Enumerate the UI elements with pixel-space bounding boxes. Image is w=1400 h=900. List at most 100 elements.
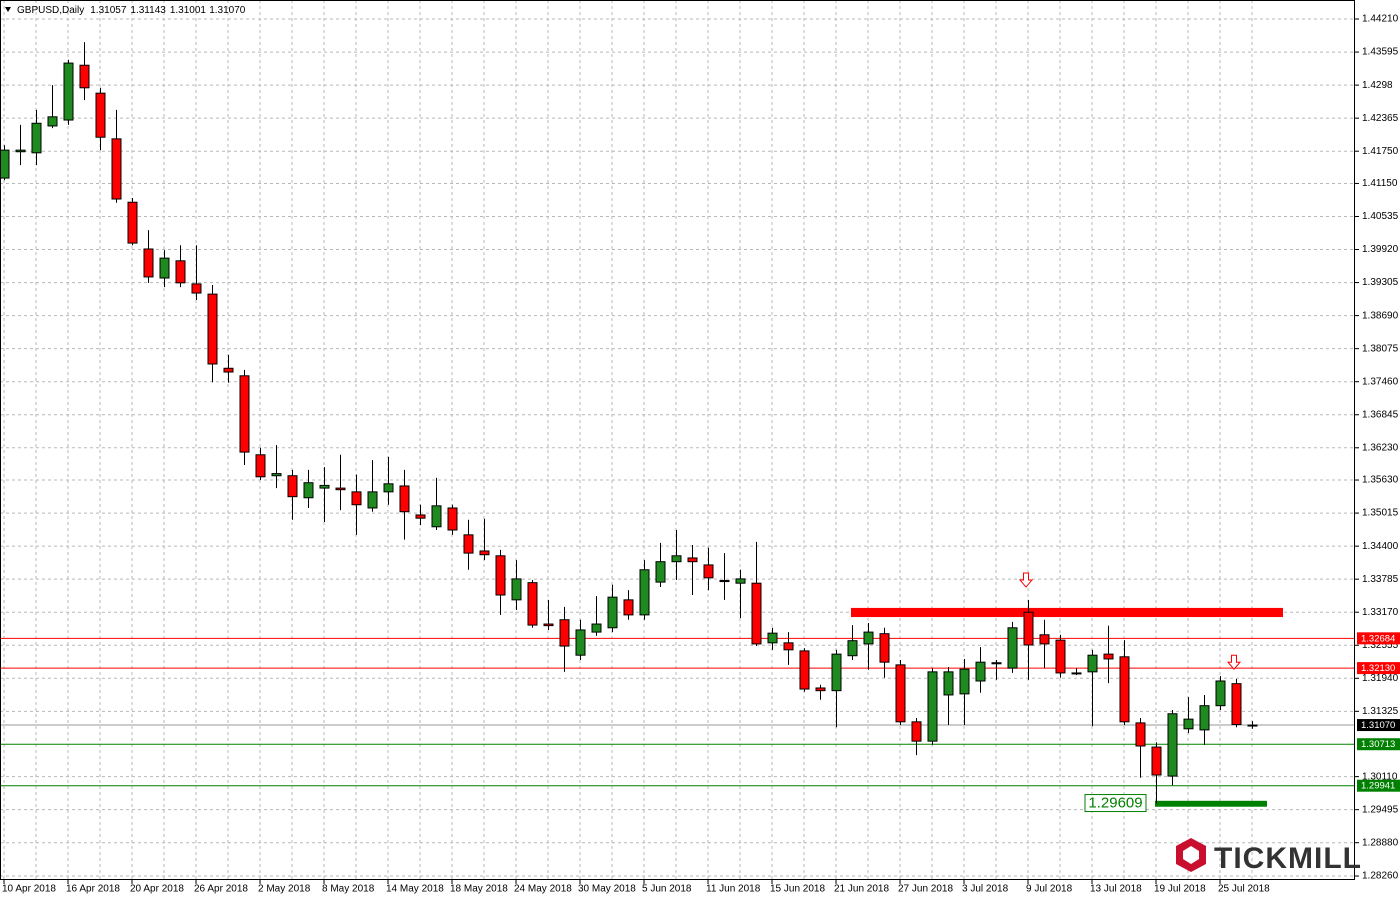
y-tick-label: 1.39305	[1362, 277, 1399, 288]
candle-body	[591, 623, 602, 633]
candle-body	[1199, 705, 1210, 731]
candle-body	[671, 555, 682, 563]
x-tick-label: 9 Jul 2018	[1026, 884, 1073, 895]
low-tag-label: 1.29609	[1088, 795, 1142, 812]
y-tick-label: 1.35630	[1362, 475, 1399, 486]
candle-body	[127, 201, 138, 244]
candle-body	[1215, 680, 1226, 707]
y-tick-label: 1.31325	[1362, 706, 1399, 717]
zone	[851, 607, 1283, 618]
candle-body	[1087, 654, 1098, 673]
level-tag	[1357, 779, 1400, 792]
y-tick-label: 1.38690	[1362, 310, 1399, 321]
x-tick-label: 11 Jun 2018	[706, 884, 761, 895]
candle-body	[415, 514, 426, 519]
candle-body	[191, 283, 202, 294]
candle-body	[911, 721, 922, 742]
y-tick-label: 1.4298	[1362, 80, 1393, 91]
level-label: 1.32684	[1361, 633, 1395, 644]
zone	[1155, 800, 1267, 807]
header-high: 1.31143	[130, 5, 166, 16]
candle-body	[863, 631, 874, 645]
candle-body	[767, 632, 778, 644]
level-tag	[1357, 662, 1400, 675]
candle-body	[959, 668, 970, 695]
candle-body	[335, 487, 346, 491]
y-tick-label: 1.38075	[1362, 343, 1399, 354]
candle-body	[0, 149, 10, 179]
y-tick-label: 1.30110	[1362, 771, 1398, 782]
last-price-label: 1.31070	[1361, 720, 1395, 731]
plot-border	[0, 0, 1355, 880]
candle-body	[815, 687, 826, 692]
candle-body	[15, 149, 26, 153]
candle-body	[79, 64, 90, 89]
candle-body	[271, 473, 282, 477]
x-tick-label: 24 May 2018	[514, 884, 572, 895]
x-tick-label: 13 Jul 2018	[1090, 884, 1142, 895]
candle-body	[399, 485, 410, 513]
candle-body	[1183, 718, 1194, 730]
y-tick-label: 1.36845	[1362, 409, 1399, 420]
candle-body	[975, 661, 986, 682]
y-tick-label: 1.40535	[1362, 211, 1399, 222]
candle-body	[927, 671, 938, 742]
level-label: 1.30713	[1361, 739, 1395, 750]
candle-body	[847, 640, 858, 657]
x-tick-label: 27 Jun 2018	[898, 884, 953, 895]
arrow	[1018, 572, 1034, 588]
candle-body	[1231, 683, 1242, 726]
logo-text: TICKMILL	[1214, 842, 1362, 875]
y-tick-label: 1.29495	[1362, 804, 1399, 815]
x-tick-label: 25 Jul 2018	[1218, 884, 1270, 895]
symbol: GBPUSD,Daily	[17, 5, 84, 16]
plot	[0, 42, 1355, 807]
y-tick-label: 1.33785	[1362, 574, 1399, 585]
candle-body	[63, 62, 74, 121]
candle-body	[703, 564, 714, 579]
candle-body	[527, 582, 538, 626]
candle-body	[31, 122, 42, 154]
x-tick-label: 2 May 2018	[258, 884, 311, 895]
candle-body	[783, 642, 794, 651]
candle-body	[303, 482, 314, 499]
x-tick-label: 18 May 2018	[450, 884, 508, 895]
y-tick-label: 1.35015	[1362, 508, 1399, 519]
logo-icon-inner	[1183, 846, 1199, 864]
header: GBPUSD,Daily 1.31057 1.31143 1.31001 1.31070	[17, 5, 246, 16]
candle-body	[1071, 672, 1082, 675]
low-tag-box	[1084, 794, 1147, 813]
candle-body	[175, 260, 186, 284]
candle-body	[207, 293, 218, 365]
candle-body	[111, 138, 122, 200]
candle-body	[511, 578, 522, 601]
x-tick-label: 16 Apr 2018	[66, 884, 120, 895]
grid	[0, 0, 1355, 880]
candle-body	[239, 375, 250, 453]
candle-body	[1039, 634, 1050, 645]
candle-body	[831, 653, 842, 692]
candle-body	[223, 367, 234, 373]
candle-body	[719, 580, 730, 583]
level-tag	[1357, 738, 1400, 751]
candle-body	[1119, 656, 1130, 723]
candle-body	[575, 629, 586, 656]
y-tick-label: 1.34400	[1362, 541, 1399, 552]
level-label: 1.29941	[1361, 781, 1395, 792]
candle-body	[543, 623, 554, 627]
header-icon	[5, 7, 11, 12]
candle-body	[383, 483, 394, 493]
x-tick-label: 15 Jun 2018	[770, 884, 825, 895]
logo: TICKMILL	[1176, 838, 1362, 875]
candle-body	[95, 92, 106, 138]
candle-body	[287, 475, 298, 498]
x-tick-label: 14 May 2018	[386, 884, 444, 895]
candle-body	[255, 454, 266, 478]
candle-body	[479, 550, 490, 556]
candle-body	[1055, 639, 1066, 674]
y-tick-label: 1.33170	[1362, 607, 1399, 618]
candle-body	[991, 662, 1002, 665]
candle-body	[623, 599, 634, 616]
y-tick-label: 1.44210	[1362, 14, 1399, 25]
x-tick-label: 20 Apr 2018	[130, 884, 184, 895]
